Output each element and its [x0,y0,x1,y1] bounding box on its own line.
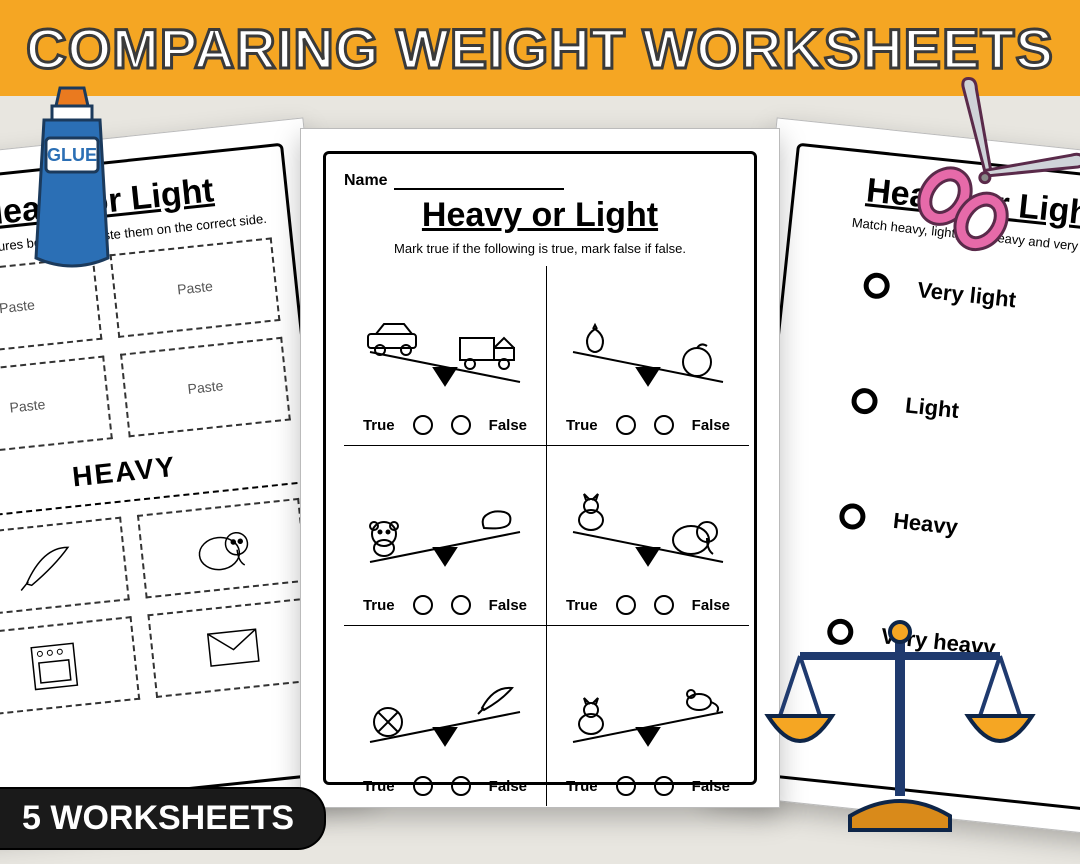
center-subtitle: Mark true if the following is true, mark… [344,241,736,256]
true-circle[interactable] [616,776,636,796]
tf-cell: True False [344,266,547,446]
count-pill: 5 WORKSHEETS [0,787,326,850]
name-label: Name [344,172,388,189]
tf-grid: True False True False [344,266,736,806]
tf-cell: True False [547,626,749,806]
tf-row: True False [566,415,730,435]
seesaw-icon [350,470,540,580]
name-line [394,188,564,190]
false-label: False [692,597,730,614]
elephant-icon [190,518,255,579]
option-row: Heavy [838,502,1080,557]
true-label: True [566,417,598,434]
glue-label: GLUE [47,145,97,165]
false-label: False [489,417,527,434]
true-label: True [363,778,395,795]
true-circle[interactable] [413,595,433,615]
worksheet-center: Name Heavy or Light Mark true if the fol… [300,128,780,808]
paste-cell: Paste [0,356,113,457]
true-label: True [363,417,395,434]
cut-cell [137,498,308,599]
envelope-icon [201,622,265,673]
count-label: 5 WORKSHEETS [22,799,294,837]
false-circle[interactable] [654,776,674,796]
cut-cell [147,597,318,698]
oven-icon [25,636,85,696]
tf-cell: True False [547,266,749,446]
false-label: False [489,778,527,795]
glue-icon: GLUE [12,78,132,278]
false-label: False [692,778,730,795]
option-label: Very light [916,277,1017,313]
tf-cell: True False [547,446,749,626]
seesaw-icon [350,650,540,760]
tf-row: True False [566,776,730,796]
seesaw-icon [553,290,743,400]
seesaw-icon [350,290,540,400]
option-ring [850,387,879,416]
true-label: True [566,778,598,795]
feather-icon [12,539,77,595]
cut-cell [0,616,140,717]
option-list: Very light Light Heavy Very heavy [766,265,1080,673]
false-circle[interactable] [451,415,471,435]
false-label: False [692,417,730,434]
seesaw-icon [553,470,743,580]
tf-row: True False [363,415,527,435]
heavy-label: HEAVY [0,438,296,506]
option-label: Light [904,392,960,423]
cut-grid [0,498,318,717]
scale-icon [760,616,1040,846]
true-label: True [566,597,598,614]
tf-row: True False [566,595,730,615]
paste-cell: Paste [110,237,281,338]
option-row: Very light [862,271,1080,326]
tf-cell: True False [344,446,547,626]
name-row: Name [344,172,736,190]
option-ring [838,502,867,531]
false-label: False [489,597,527,614]
true-circle[interactable] [616,415,636,435]
cut-cell [0,517,130,618]
option-label: Heavy [892,508,959,541]
false-circle[interactable] [451,776,471,796]
true-circle[interactable] [413,415,433,435]
tf-row: True False [363,595,527,615]
option-row: Light [850,387,1080,442]
true-label: True [363,597,395,614]
false-circle[interactable] [654,415,674,435]
scissors-big-icon [886,76,1080,276]
false-circle[interactable] [654,595,674,615]
center-title: Heavy or Light [344,196,736,235]
tf-cell: True False [344,626,547,806]
true-circle[interactable] [413,776,433,796]
seesaw-icon [553,650,743,760]
paste-cell: Paste [120,337,291,438]
title-text: COMPARING WEIGHT WORKSHEETS [26,16,1054,81]
true-circle[interactable] [616,595,636,615]
false-circle[interactable] [451,595,471,615]
tf-row: True False [363,776,527,796]
